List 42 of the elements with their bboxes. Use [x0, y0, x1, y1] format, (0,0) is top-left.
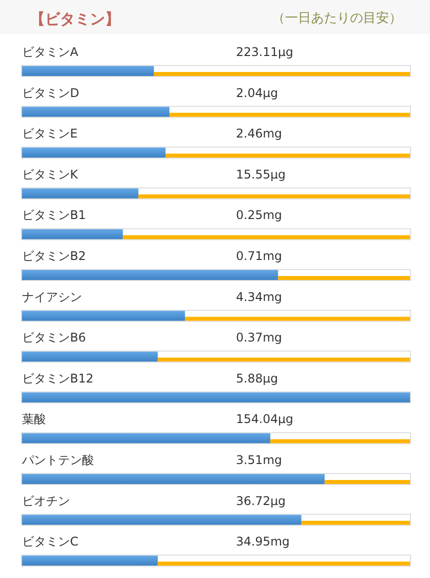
annotation: 5.88μg: [236, 371, 278, 386]
y-tick-label: ビタミンE: [22, 126, 78, 141]
y-tick-label: ビタミンK: [22, 167, 79, 182]
chart-subtitle: （一日あたりの目安）: [272, 10, 402, 26]
bar: [166, 154, 410, 158]
y-tick-label: ビタミンB1: [22, 208, 86, 222]
y-tick-label: ビタミンB12: [22, 371, 94, 386]
bar: [22, 188, 138, 198]
y-tick-label: ナイアシン: [22, 290, 82, 304]
bar: [324, 480, 410, 484]
bar: [278, 276, 410, 280]
bar: [184, 316, 410, 321]
bar: [122, 235, 410, 240]
y-tick-label: パントテン酸: [21, 453, 94, 467]
annotation: 154.04μg: [236, 412, 294, 426]
y-tick-label: ビタミンC: [22, 534, 78, 549]
y-tick-label: ビタミンA: [22, 45, 79, 59]
annotation: 0.25mg: [236, 208, 282, 222]
annotation: 2.04μg: [236, 86, 278, 100]
y-tick-label: ビタミンD: [22, 86, 80, 100]
chart-title: 【ビタミン】: [30, 10, 120, 28]
bar: [158, 358, 410, 362]
bar: [154, 72, 410, 76]
bar: [301, 520, 410, 525]
bar: [158, 562, 410, 566]
annotation: 36.72μg: [236, 494, 286, 508]
annotation: 223.11μg: [236, 45, 294, 59]
annotation: 15.55μg: [236, 167, 286, 182]
annotation: 34.95mg: [236, 534, 290, 549]
bar: [169, 112, 410, 117]
y-tick-label: ビオチン: [22, 494, 70, 508]
y-tick-label: 葉酸: [22, 412, 46, 426]
bar: [22, 229, 123, 240]
annotation: 0.71mg: [236, 249, 282, 263]
annotation: 4.34mg: [236, 290, 282, 304]
y-tick-label: ビタミンB6: [22, 330, 86, 345]
annotation: 0.37mg: [236, 330, 282, 345]
annotation: 2.46mg: [236, 126, 282, 141]
bar: [270, 439, 410, 444]
annotation: 3.51mg: [236, 453, 282, 467]
y-tick-label: ビタミンB2: [22, 249, 86, 263]
bar: [138, 194, 410, 198]
